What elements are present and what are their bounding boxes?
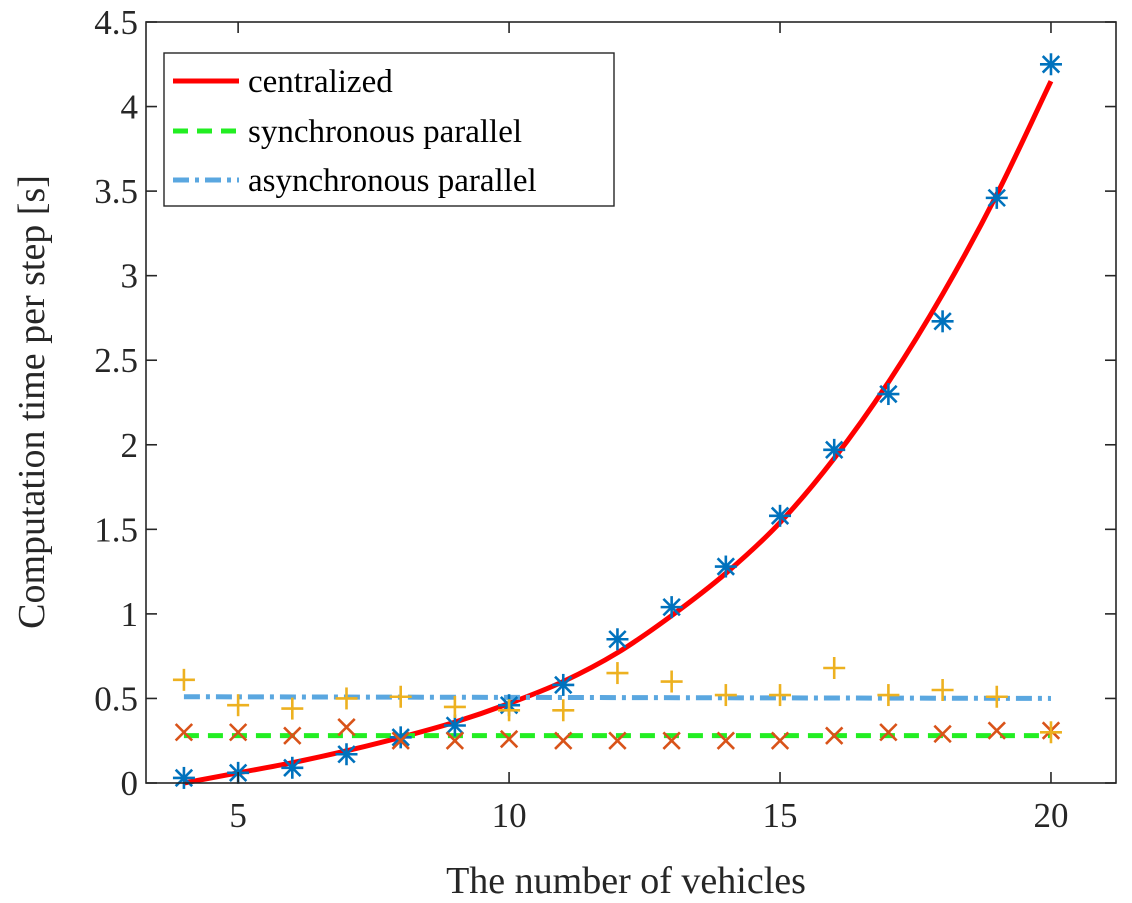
plus-marker-point [552, 699, 575, 722]
cross-marker-point [228, 723, 248, 742]
x-tick-label: 10 [492, 796, 527, 835]
plus-marker-point [1039, 721, 1062, 744]
cross-marker-point [770, 731, 790, 750]
plus-marker-point [172, 668, 195, 691]
cross-marker-point [608, 731, 627, 750]
x-tick-label: 5 [229, 796, 247, 835]
cross-marker-point [554, 731, 573, 750]
plus-marker-point [606, 662, 629, 685]
plus-marker-point [823, 657, 846, 680]
y-tick-label: 0.5 [94, 679, 138, 718]
legend-label-synchronous-parallel: synchronous parallel [248, 114, 522, 150]
cross-marker-point [716, 731, 736, 750]
y-tick-label: 1.5 [94, 510, 138, 549]
legend-label-asynchronous-parallel: asynchronous parallel [248, 163, 537, 199]
y-tick-label: 0 [121, 764, 139, 803]
y-tick-label: 3 [121, 257, 139, 296]
asterisk-marker-point [172, 766, 195, 789]
asterisk-marker-point [823, 438, 846, 461]
legend-label-centralized: centralized [248, 64, 393, 100]
plus-marker-point [443, 695, 466, 718]
plus-marker-point [985, 685, 1008, 708]
y-tick-label: 2.5 [94, 341, 138, 380]
asterisk-marker-point [281, 756, 304, 779]
cross-marker-point [499, 729, 519, 749]
plus-marker-point [877, 684, 900, 707]
plot-marks [172, 53, 1062, 789]
cross-marker-point [879, 723, 898, 742]
y-tick-label: 3.5 [94, 172, 138, 211]
cross-marker-point [933, 724, 952, 744]
asterisk-marker-point [443, 714, 466, 737]
plus-marker-point [931, 678, 954, 701]
y-tick-label: 4 [121, 88, 139, 127]
legend: centralized synchronous parallel asynchr… [163, 52, 615, 207]
asterisk-marker-point [552, 673, 575, 696]
plus-marker-point [389, 685, 412, 708]
cross-marker-point [391, 731, 410, 750]
x-axis-label: The number of vehicles [446, 860, 806, 902]
asterisk-marker-point [335, 743, 358, 766]
y-axis-label: Computation time per step [s] [11, 175, 53, 629]
plus-marker-point [498, 699, 521, 722]
asterisk-marker-point [769, 504, 792, 527]
cross-marker-point [337, 718, 356, 737]
x-tick-label: 20 [1033, 796, 1068, 835]
cross-marker-point [662, 731, 681, 750]
asterisk-marker-point [606, 628, 629, 651]
asterisk-marker-point [877, 383, 900, 406]
asterisk-marker-point [931, 310, 954, 333]
plus-marker-point [335, 687, 358, 710]
asterisk-marker-point [389, 726, 412, 749]
asterisk-marker-point [714, 555, 737, 578]
plus-marker-point [769, 684, 792, 707]
cross-marker-point [445, 731, 465, 750]
asterisk-marker-point [985, 186, 1008, 209]
cross-marker-point [174, 723, 194, 742]
x-tick-label: 15 [763, 796, 798, 835]
y-tick-label: 4.5 [94, 3, 138, 42]
cross-marker-point [283, 726, 302, 745]
plus-marker-point [660, 670, 683, 693]
fit-line-asynchronous-parallel [183, 694, 1051, 701]
y-tick-label: 1 [121, 595, 139, 634]
asterisk-marker-point [660, 596, 683, 619]
plus-marker-point [714, 684, 737, 707]
axes-box [145, 21, 1117, 784]
cross-marker-point [987, 721, 1006, 740]
asterisk-marker-point [1039, 53, 1062, 76]
cross-marker-point [825, 726, 844, 745]
axis-ticks: 5 10 15 20 0 0.5 1 1.5 2 2.5 3 3.5 4 4.5 [94, 3, 1116, 835]
plus-marker-point [227, 694, 250, 717]
plus-marker-point [281, 697, 304, 720]
y-tick-label: 2 [121, 426, 139, 465]
